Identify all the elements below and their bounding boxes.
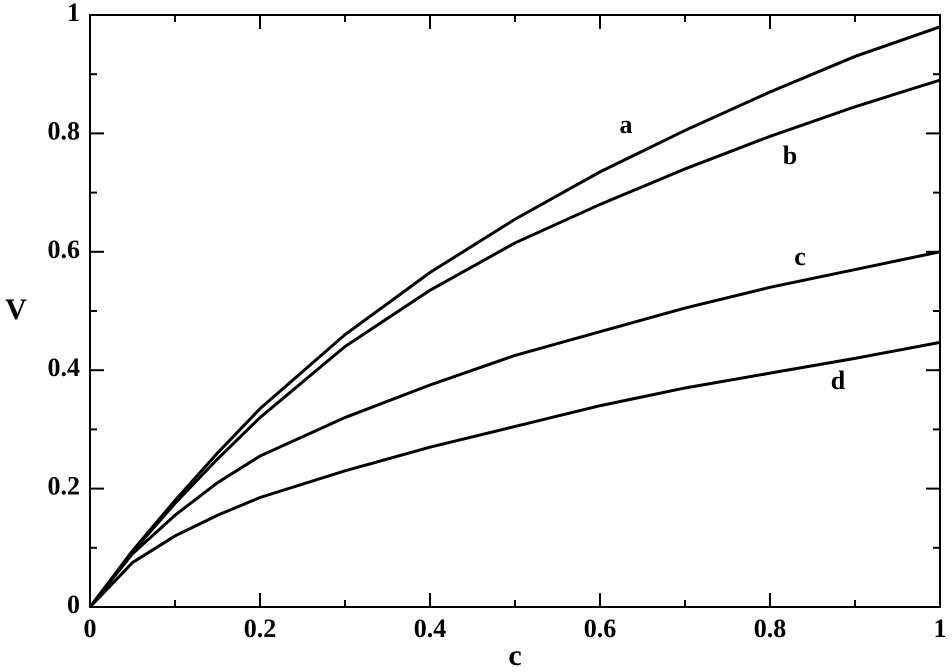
- y-tick-label: 1: [67, 0, 80, 27]
- y-tick-label: 0.6: [48, 235, 81, 264]
- y-tick-label: 0.4: [48, 353, 81, 382]
- data-line: [88, 250, 941, 608]
- series-label: d: [831, 366, 846, 395]
- series-label: a: [620, 110, 633, 139]
- data-line: [88, 340, 941, 609]
- y-axis-label: V: [5, 293, 27, 326]
- y-tick-label: 0.8: [48, 116, 81, 145]
- y-tick-label: 0: [67, 590, 80, 619]
- x-axis-label: c: [508, 639, 521, 672]
- x-tick-label: 0.4: [414, 614, 447, 643]
- x-tick-label: 0.2: [244, 614, 277, 643]
- plot-frame: [89, 14, 941, 608]
- x-tick-label: 0: [84, 614, 97, 643]
- x-tick-label: 0.6: [584, 614, 617, 643]
- data-line: [88, 25, 941, 608]
- series-label: b: [783, 141, 797, 170]
- series-label: c: [794, 242, 806, 271]
- x-tick-label: 1: [934, 614, 947, 643]
- data-line: [88, 78, 941, 608]
- x-tick-label: 0.8: [754, 614, 787, 643]
- y-tick-label: 0.2: [48, 472, 81, 501]
